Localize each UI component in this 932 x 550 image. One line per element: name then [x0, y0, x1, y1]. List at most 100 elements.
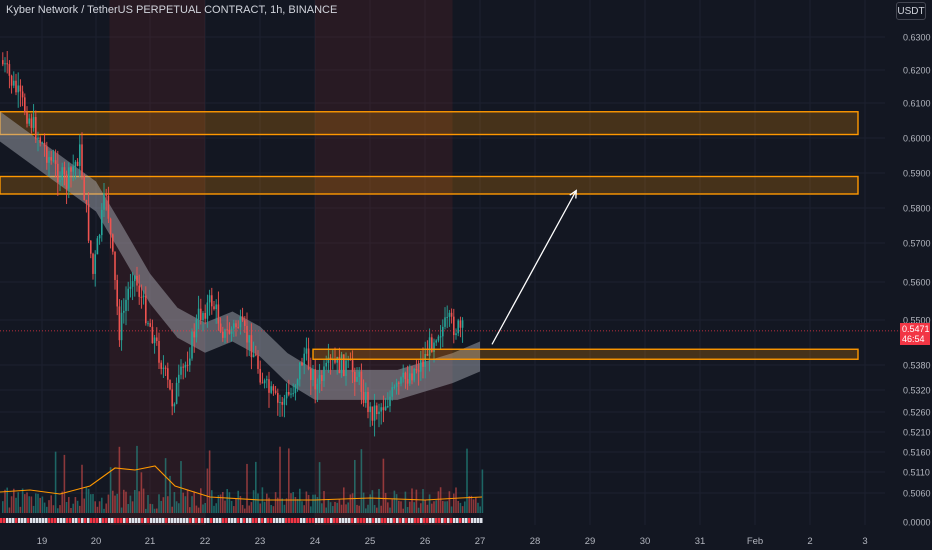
- currency-button[interactable]: USDT: [896, 2, 926, 20]
- time-axis[interactable]: 19 20 21 22 23 24 25 26 27 28 29 30 31 Feb 2 3: [37, 536, 868, 547]
- strip-cell: [456, 518, 459, 523]
- volume-bar: [448, 491, 451, 513]
- strip-cell: [255, 518, 258, 523]
- candle-body: [461, 320, 464, 328]
- volume-bar: [83, 498, 85, 513]
- volume-bar: [393, 490, 396, 513]
- candle-body: [334, 359, 336, 363]
- volume-bar: [123, 489, 125, 513]
- volume-bar: [400, 501, 402, 513]
- strip-cell: [450, 518, 453, 523]
- candle-body: [19, 85, 22, 92]
- volume-bar: [224, 500, 226, 513]
- candle-body: [453, 316, 455, 336]
- strip-cell: [183, 518, 186, 523]
- price-tick-label: 0.5380: [903, 361, 931, 371]
- candle-body: [10, 75, 13, 86]
- volume-bar: [140, 472, 143, 513]
- strip-cell: [390, 518, 393, 523]
- candle-body: [329, 357, 332, 360]
- candle-body: [395, 382, 398, 387]
- candle-body: [351, 360, 354, 372]
- volume-bar: [305, 491, 308, 513]
- strip-cell: [411, 518, 414, 523]
- session-highlight: [109, 0, 205, 525]
- candle-body: [8, 64, 11, 76]
- strip-cell: [459, 518, 462, 523]
- candle-body: [153, 337, 156, 344]
- strip-cell: [63, 518, 66, 523]
- candle-body: [81, 144, 83, 176]
- projection-arrow[interactable]: [491, 189, 577, 345]
- volume-bar: [239, 496, 242, 513]
- strip-cell: [396, 518, 399, 523]
- volume-bar: [160, 500, 162, 513]
- strip-cell: [87, 518, 90, 523]
- strip-cell: [93, 518, 96, 523]
- strip-cell: [102, 518, 105, 523]
- candle-body: [263, 380, 266, 384]
- volume-bar: [312, 494, 314, 513]
- price-tick-label: 0.5110: [903, 468, 930, 478]
- volume-bar: [228, 492, 231, 513]
- volume-bar: [294, 496, 297, 513]
- strip-cell: [366, 518, 369, 523]
- volume-bar: [426, 504, 429, 513]
- trend-ribbon: [0, 111, 480, 400]
- volume-bar: [442, 501, 444, 513]
- candle-body: [76, 161, 79, 166]
- candle-body: [391, 387, 393, 397]
- strip-cell: [336, 518, 339, 523]
- candle-body: [345, 360, 347, 376]
- candle-body: [120, 312, 123, 341]
- strip-cell: [126, 518, 129, 523]
- candle-body: [129, 286, 132, 289]
- candle-body: [215, 304, 217, 310]
- volume-bar: [409, 501, 411, 513]
- volume-bar: [8, 507, 11, 513]
- candle-body: [57, 163, 59, 183]
- candle-body: [252, 354, 255, 358]
- strip-cell: [471, 518, 474, 523]
- strip-cell: [441, 518, 444, 523]
- strip-cell: [234, 518, 237, 523]
- candle-body: [189, 358, 191, 366]
- strip-cell: [36, 518, 39, 523]
- candle-body: [402, 372, 404, 378]
- resistance-zones[interactable]: [0, 111, 859, 195]
- strip-cell: [228, 518, 231, 523]
- volume-bar: [323, 491, 325, 513]
- candle-body: [338, 356, 341, 374]
- volume-bar: [87, 488, 90, 513]
- strip-cell: [51, 518, 54, 523]
- support-zone[interactable]: [312, 348, 859, 360]
- strip-cell: [342, 518, 345, 523]
- time-tick-label: 23: [255, 536, 266, 547]
- candle-body: [17, 85, 19, 93]
- candle-body: [356, 376, 358, 382]
- strip-cell: [96, 518, 99, 523]
- volume-bar: [303, 505, 305, 513]
- volume-bar: [290, 493, 292, 513]
- volume-bar: [439, 487, 442, 513]
- volume-bar: [230, 500, 233, 513]
- volume-bar: [197, 507, 200, 513]
- candle-body: [266, 379, 268, 381]
- volume-bar: [2, 501, 4, 513]
- volume-bar: [193, 491, 195, 513]
- volume-bar: [37, 493, 39, 513]
- candles: [2, 50, 464, 437]
- volume-bar: [175, 501, 178, 513]
- candle-body: [37, 137, 39, 140]
- volume-bar: [189, 507, 191, 513]
- strip-cell: [138, 518, 141, 523]
- price-axis[interactable]: 0.6300 0.6200 0.6100 0.6000 0.5900 0.5800 0.57…: [903, 33, 931, 528]
- strip-cell: [60, 518, 63, 523]
- strip-cell: [153, 518, 156, 523]
- strip-cell: [69, 518, 72, 523]
- volume-bar: [79, 505, 81, 513]
- candle-body: [96, 238, 99, 255]
- time-tick-label: 20: [91, 536, 102, 547]
- candle-body: [4, 63, 6, 65]
